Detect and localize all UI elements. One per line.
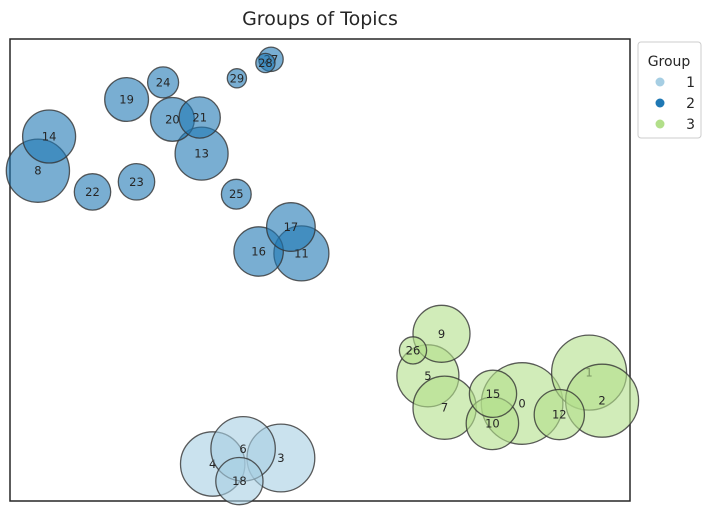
- bubble-circle: [178, 96, 221, 139]
- bubble-topic-19: 19: [104, 76, 150, 123]
- bubble-topic-13: 13: [174, 126, 229, 181]
- bubble-label: 0: [518, 397, 525, 411]
- bubble-label: 28: [258, 56, 273, 70]
- bubble-circle: [226, 68, 248, 89]
- bubble-label: 10: [485, 416, 500, 430]
- bubble-label: 26: [406, 343, 421, 357]
- bubble-label: 24: [156, 75, 171, 89]
- bubble-topic-24: 24: [146, 66, 180, 99]
- legend-marker: [655, 98, 665, 108]
- bubble-circle: [468, 369, 518, 419]
- legend-entry-3: 3: [655, 117, 695, 133]
- bubble-circle: [265, 202, 316, 252]
- bubble-label: 23: [129, 175, 144, 189]
- bubble-circle: [398, 336, 428, 365]
- bubble-label: 29: [230, 71, 245, 85]
- bubble-label: 14: [42, 130, 57, 144]
- bubble-topic-29: 29: [226, 68, 248, 89]
- bubble-label: 15: [486, 387, 501, 401]
- bubble-label: 20: [165, 112, 180, 126]
- bubble-label: 9: [438, 327, 445, 341]
- bubble-label: 7: [441, 401, 448, 415]
- bubble-topic-22: 22: [73, 173, 112, 211]
- bubble-label: 13: [194, 147, 209, 161]
- bubble-label: 19: [119, 93, 134, 107]
- bubble-label: 21: [192, 111, 207, 125]
- bubble-topic-9: 9: [412, 304, 471, 363]
- legend-label: 1: [686, 75, 695, 91]
- bubble-label: 18: [232, 474, 247, 488]
- legend-label: 3: [686, 117, 695, 133]
- bubble-circle: [104, 76, 150, 123]
- bubble-topic-23: 23: [117, 162, 156, 201]
- bubble-label: 8: [34, 164, 41, 178]
- bubble-circle: [215, 456, 264, 506]
- bubble-circle: [220, 178, 252, 210]
- bubble-circle: [21, 109, 77, 164]
- bubble-circle: [255, 52, 276, 74]
- bubble-label: 12: [552, 408, 567, 422]
- chart-title: Groups of Topics: [242, 8, 398, 30]
- bubble-topic-17: 17: [265, 202, 316, 252]
- legend-entry-1: 1: [655, 75, 695, 91]
- legend-box: [637, 41, 702, 139]
- bubble-label: 4: [209, 457, 216, 471]
- legend-entry-2: 2: [655, 96, 695, 112]
- bubble-label: 17: [284, 220, 299, 234]
- bubble-label: 2: [598, 394, 605, 408]
- bubble-layer: 0123456789101112131415161718192021222324…: [5, 46, 640, 506]
- legend-entries: 1 2 3: [655, 75, 695, 133]
- bubble-topic-18: 18: [215, 456, 264, 506]
- bubble-label: 22: [85, 185, 100, 199]
- bubble-topic-15: 15: [468, 369, 518, 419]
- bubble-topic-21: 21: [178, 96, 221, 139]
- bubble-circle: [146, 66, 180, 99]
- legend-label: 2: [686, 96, 695, 112]
- bubble-label: 5: [424, 369, 431, 383]
- bubble-topic-12: 12: [533, 388, 586, 441]
- legend: Group 1 2 3: [637, 41, 702, 139]
- bubble-topic-28: 28: [255, 52, 276, 74]
- bubble-label: 6: [239, 442, 246, 456]
- bubble-topic-7: 7: [412, 375, 477, 440]
- legend-marker: [655, 77, 665, 87]
- bubble-circle: [533, 388, 586, 441]
- bubble-label: 25: [229, 187, 244, 201]
- bubble-topic-25: 25: [220, 178, 252, 210]
- bubble-topic-26: 26: [398, 336, 428, 365]
- bubble-circle: [412, 304, 471, 363]
- bubble-circle: [73, 173, 112, 211]
- bubble-label: 3: [277, 451, 284, 465]
- bubble-circle: [117, 162, 156, 201]
- bubble-label: 16: [251, 245, 266, 259]
- bubble-topic-14: 14: [21, 109, 77, 164]
- legend-marker: [655, 119, 665, 129]
- legend-title: Group: [648, 54, 691, 70]
